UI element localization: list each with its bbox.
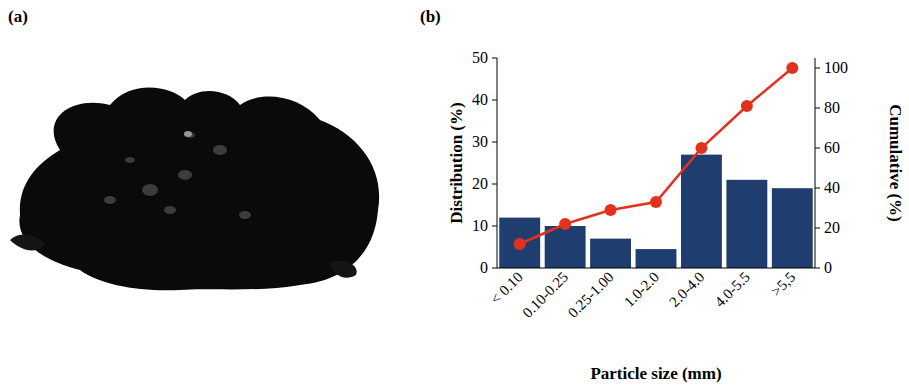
tick	[815, 148, 820, 149]
bar	[726, 180, 767, 268]
category-label: 4.0-5.5	[712, 269, 753, 310]
tick-label: 50	[472, 49, 488, 66]
tick	[492, 268, 497, 269]
category-label: 0.10-0.25	[519, 269, 571, 321]
photo	[10, 88, 379, 291]
marker	[514, 238, 526, 250]
tick-label: 10	[472, 217, 488, 234]
pebble	[178, 170, 192, 180]
marker	[741, 100, 753, 112]
category-label: 2.0-4.0	[666, 269, 707, 310]
tick-label: 60	[824, 139, 840, 156]
tick-label: 20	[824, 219, 840, 236]
tick-label: 40	[472, 91, 488, 108]
tick	[492, 142, 497, 143]
tick-label: 80	[824, 99, 840, 116]
axis-title: Particle size (mm)	[590, 364, 721, 383]
marker	[695, 142, 707, 154]
tick	[492, 226, 497, 227]
bar	[590, 239, 631, 268]
bar	[681, 155, 722, 268]
tick-label: 0	[824, 259, 832, 276]
pebble	[142, 184, 158, 196]
y-axis	[497, 58, 498, 268]
category-label: >5,5	[768, 269, 799, 300]
bar	[545, 226, 586, 268]
tick-label: 100	[824, 59, 848, 76]
figure: (a) (b) 0 10 20 30 40 50 0 20 40 60 80 100 < 0.100.10-…	[0, 0, 909, 388]
tick-label: 30	[472, 133, 488, 150]
pebble	[239, 211, 251, 219]
category-label: 0.25-1.00	[565, 269, 617, 321]
bar	[772, 188, 813, 268]
marker	[605, 204, 617, 216]
panel-label: (a)	[8, 7, 28, 26]
category-label: 1.0-2.0	[621, 269, 662, 310]
y2-axis	[815, 58, 816, 268]
tick	[815, 68, 820, 69]
axis-title: Distribution (%)	[447, 102, 466, 223]
soil-fragment	[10, 235, 45, 251]
soil-mass	[19, 88, 379, 291]
soil-fragment	[330, 261, 357, 278]
tick-label: 20	[472, 175, 488, 192]
tick	[492, 100, 497, 101]
marker	[559, 218, 571, 230]
tick	[815, 188, 820, 189]
axis-title: Cumulative (%)	[886, 104, 905, 222]
tick-label: 40	[824, 179, 840, 196]
pebble	[164, 206, 176, 214]
tick	[492, 58, 497, 59]
pebble	[125, 157, 135, 163]
pebble	[213, 145, 227, 155]
tick	[815, 108, 820, 109]
tick-label: 0	[480, 259, 488, 276]
bar	[499, 218, 540, 268]
plot-marks	[499, 62, 812, 268]
line	[520, 68, 793, 244]
pebble	[185, 132, 195, 138]
pebble	[184, 131, 192, 137]
marker	[786, 62, 798, 74]
panel-label: (b)	[420, 7, 441, 26]
marker	[650, 196, 662, 208]
bar	[636, 249, 677, 268]
x-axis	[497, 268, 815, 269]
category-label: < 0.10	[487, 269, 526, 308]
tick	[492, 184, 497, 185]
pebble	[104, 196, 116, 204]
tick	[815, 228, 820, 229]
tick	[815, 268, 820, 269]
